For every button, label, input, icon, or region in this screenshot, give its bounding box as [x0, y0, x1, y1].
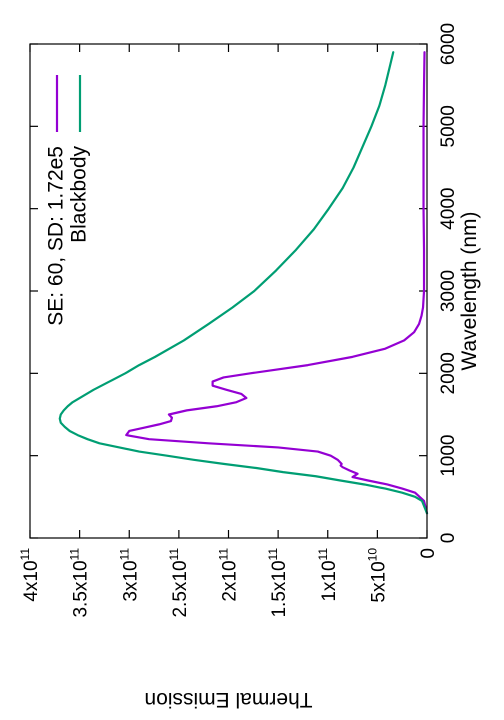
- y-tick-label: 1x1011: [316, 548, 340, 602]
- x-tick-label: 3000: [438, 270, 459, 312]
- y-tick-label: 3x1011: [117, 548, 141, 602]
- x-axis-label: Wavelength (nm): [458, 211, 481, 370]
- x-tick-label: 2000: [438, 352, 459, 394]
- y-axis-label: Thermal Emission: [144, 688, 312, 711]
- x-tick-label: 4000: [438, 188, 459, 230]
- series-lines: [58, 51, 429, 515]
- y-tick-label: 5x1010: [365, 548, 389, 603]
- axis-labels: Wavelength (nm) Thermal Emission: [144, 211, 481, 711]
- ticks: 0 1000 2000 3000 4000 5000 6000 0 5x1010 1x1011 1.…: [18, 23, 459, 618]
- legend: SE: 60, SD: 1.72e5 Blackbody: [45, 75, 91, 326]
- series-line-blackbody: [58, 51, 429, 515]
- y-tick-label: 1.5x1011: [266, 548, 290, 618]
- y-tick-label: 2.5x1011: [167, 548, 191, 618]
- x-tick-label: 5000: [438, 105, 459, 147]
- y-tick-label: 3.5x1011: [68, 548, 92, 618]
- x-tick-label: 1000: [438, 435, 459, 477]
- plot-frame: [29, 43, 428, 539]
- y-tick-label: 4x1011: [18, 548, 42, 602]
- legend-label: SE: 60, SD: 1.72e5: [45, 146, 68, 326]
- y-tick-label: 2x1011: [217, 548, 241, 602]
- series-line-se60: [125, 51, 429, 515]
- legend-label: Blackbody: [68, 146, 91, 243]
- x-tick-label: 6000: [438, 23, 459, 65]
- x-tick-label: 0: [438, 533, 459, 544]
- y-tick-label: 0: [418, 548, 439, 559]
